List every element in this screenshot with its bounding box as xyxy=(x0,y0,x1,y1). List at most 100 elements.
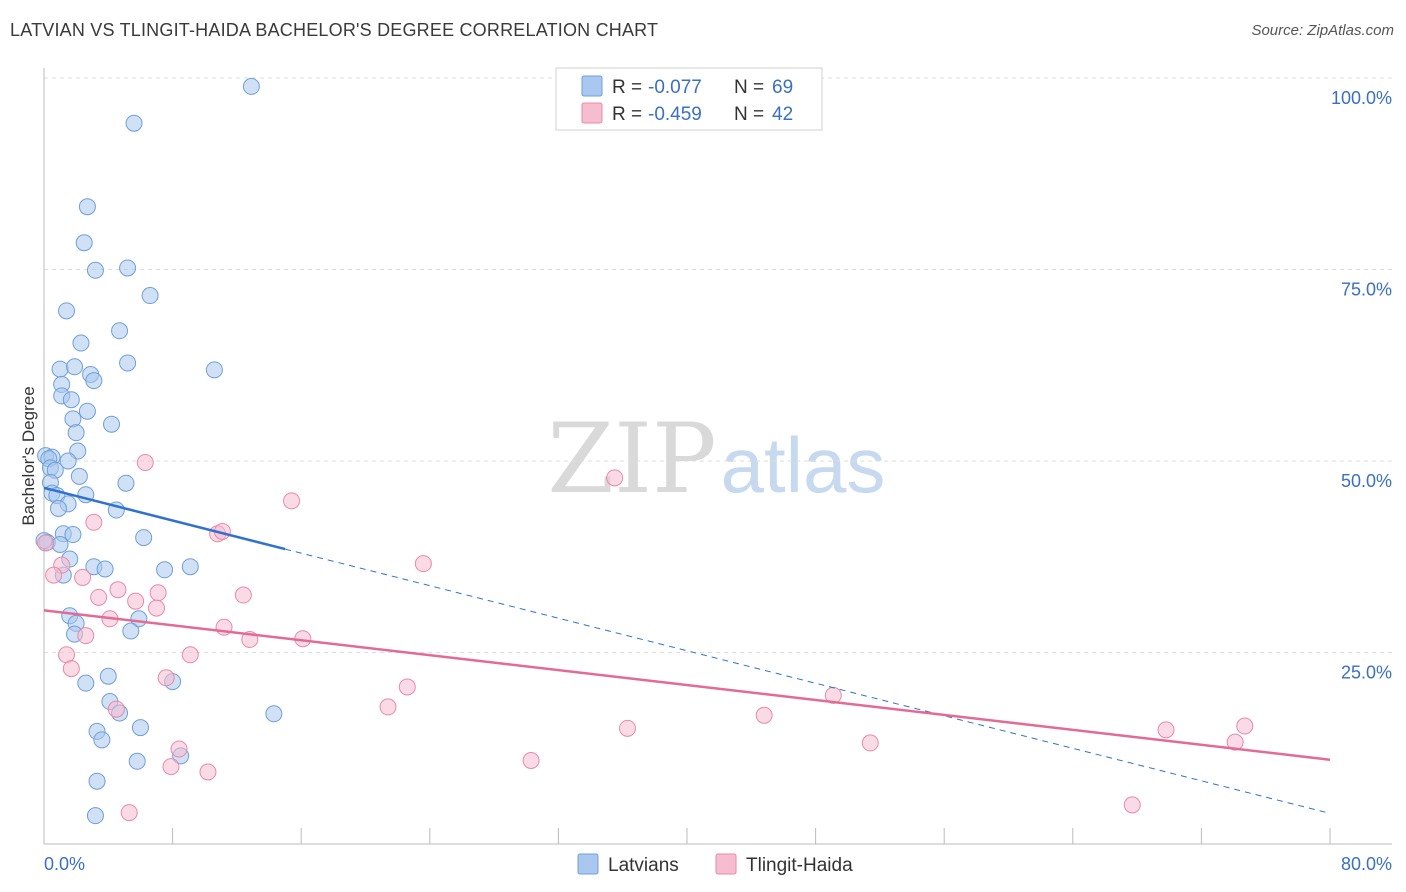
point-latvians xyxy=(72,334,90,352)
point-latvians xyxy=(125,114,143,132)
point-tlingit-haida xyxy=(120,804,138,822)
point-tlingit-haida xyxy=(162,758,180,776)
chart-title: LATVIAN VS TLINGIT-HAIDA BACHELOR'S DEGR… xyxy=(10,20,659,40)
point-tlingit-haida xyxy=(62,660,80,678)
point-latvians xyxy=(103,415,121,433)
legend-n-label-tlingit-haida: N = xyxy=(734,104,764,125)
point-latvians xyxy=(119,259,137,277)
bottom-legend-swatch-tlingit-haida xyxy=(715,853,737,875)
point-tlingit-haida xyxy=(170,740,188,758)
point-tlingit-haida xyxy=(1226,733,1244,751)
legend-r-label-tlingit-haida: R = xyxy=(612,104,642,125)
watermark-atlas: atlas xyxy=(721,421,886,509)
source-credit: Source: ZipAtlas.com xyxy=(1251,22,1394,39)
point-tlingit-haida xyxy=(74,568,92,586)
point-latvians xyxy=(119,354,137,372)
point-tlingit-haida xyxy=(85,513,103,531)
point-tlingit-haida xyxy=(1157,721,1175,739)
point-latvians xyxy=(88,772,106,790)
point-latvians xyxy=(117,474,135,492)
point-latvians xyxy=(70,467,88,485)
point-latvians xyxy=(99,667,117,685)
point-tlingit-haida xyxy=(127,592,145,610)
point-tlingit-haida xyxy=(606,469,624,487)
point-latvians xyxy=(242,77,260,95)
point-tlingit-haida xyxy=(861,734,879,752)
point-latvians xyxy=(51,360,69,378)
point-latvians xyxy=(64,410,82,428)
point-latvians xyxy=(86,261,104,279)
point-latvians xyxy=(58,302,76,320)
point-tlingit-haida xyxy=(149,584,167,602)
trend-latvians xyxy=(43,486,286,551)
legend-swatch-tlingit-haida xyxy=(581,102,603,124)
y-tick-label: 100.0% xyxy=(1331,88,1392,108)
legend-r-value-latvians: -0.077 xyxy=(648,77,702,98)
point-latvians xyxy=(75,234,93,252)
series-latvians-points xyxy=(35,77,283,825)
x-tick-label-max: 80.0% xyxy=(1341,854,1392,874)
y-tick-label: 25.0% xyxy=(1341,663,1392,683)
legend-n-label-latvians: N = xyxy=(734,77,764,98)
point-latvians xyxy=(181,558,199,576)
point-tlingit-haida xyxy=(1123,796,1141,814)
point-latvians xyxy=(122,622,140,640)
axes xyxy=(43,68,1392,845)
legend-r-value-tlingit-haida: -0.459 xyxy=(648,104,702,125)
point-tlingit-haida xyxy=(181,646,199,664)
point-tlingit-haida xyxy=(199,763,217,781)
bottom-legend-label-latvians: Latvians xyxy=(608,855,679,876)
point-tlingit-haida xyxy=(522,752,540,770)
bottom-legend-swatch-latvians xyxy=(577,853,599,875)
point-latvians xyxy=(96,560,114,578)
point-tlingit-haida xyxy=(1236,717,1254,735)
point-latvians xyxy=(128,752,146,770)
point-latvians xyxy=(67,424,85,442)
trend-tlingit-haida xyxy=(43,609,1331,761)
point-tlingit-haida xyxy=(77,627,95,645)
point-tlingit-haida xyxy=(414,555,432,573)
point-latvians xyxy=(49,499,67,517)
legend-swatch-latvians xyxy=(581,75,603,97)
point-latvians xyxy=(93,731,111,749)
series-legend: Latvians Tlingit-Haida xyxy=(577,853,853,876)
watermark: ZIP atlas xyxy=(547,403,885,515)
point-latvians xyxy=(205,361,223,379)
y-tick-label: 75.0% xyxy=(1341,280,1392,300)
point-tlingit-haida xyxy=(107,700,125,718)
legend-r-label-latvians: R = xyxy=(612,77,642,98)
point-tlingit-haida xyxy=(37,534,55,552)
point-tlingit-haida xyxy=(90,588,108,606)
y-axis-title: Bachelor's Degree xyxy=(19,386,38,525)
trend-latvians-extrapolated xyxy=(285,548,1331,814)
watermark-zip: ZIP xyxy=(547,403,716,515)
legend-n-value-latvians: 69 xyxy=(772,77,793,98)
point-latvians xyxy=(141,287,159,305)
point-tlingit-haida xyxy=(136,454,154,472)
point-latvians xyxy=(265,705,283,723)
point-tlingit-haida xyxy=(157,669,175,687)
x-ticks xyxy=(43,828,1331,844)
point-tlingit-haida xyxy=(398,678,416,696)
point-latvians xyxy=(62,391,80,409)
point-latvians xyxy=(156,561,174,579)
legend-n-value-tlingit-haida: 42 xyxy=(772,104,793,125)
point-latvians xyxy=(85,372,103,390)
y-tick-label: 50.0% xyxy=(1341,471,1392,491)
point-latvians xyxy=(78,402,96,420)
y-tick-labels: 25.0% 50.0% 75.0% 100.0% xyxy=(1331,88,1392,683)
bottom-legend-label-tlingit-haida: Tlingit-Haida xyxy=(746,855,853,876)
point-latvians xyxy=(66,358,84,376)
point-tlingit-haida xyxy=(755,706,773,724)
point-tlingit-haida xyxy=(283,492,301,510)
point-tlingit-haida xyxy=(379,698,397,716)
point-tlingit-haida xyxy=(234,586,252,604)
point-latvians xyxy=(131,719,149,737)
point-tlingit-haida xyxy=(148,599,166,617)
point-tlingit-haida xyxy=(619,719,637,737)
point-latvians xyxy=(135,529,153,547)
point-latvians xyxy=(111,322,129,340)
x-tick-label-min: 0.0% xyxy=(44,854,85,874)
point-latvians xyxy=(77,674,95,692)
